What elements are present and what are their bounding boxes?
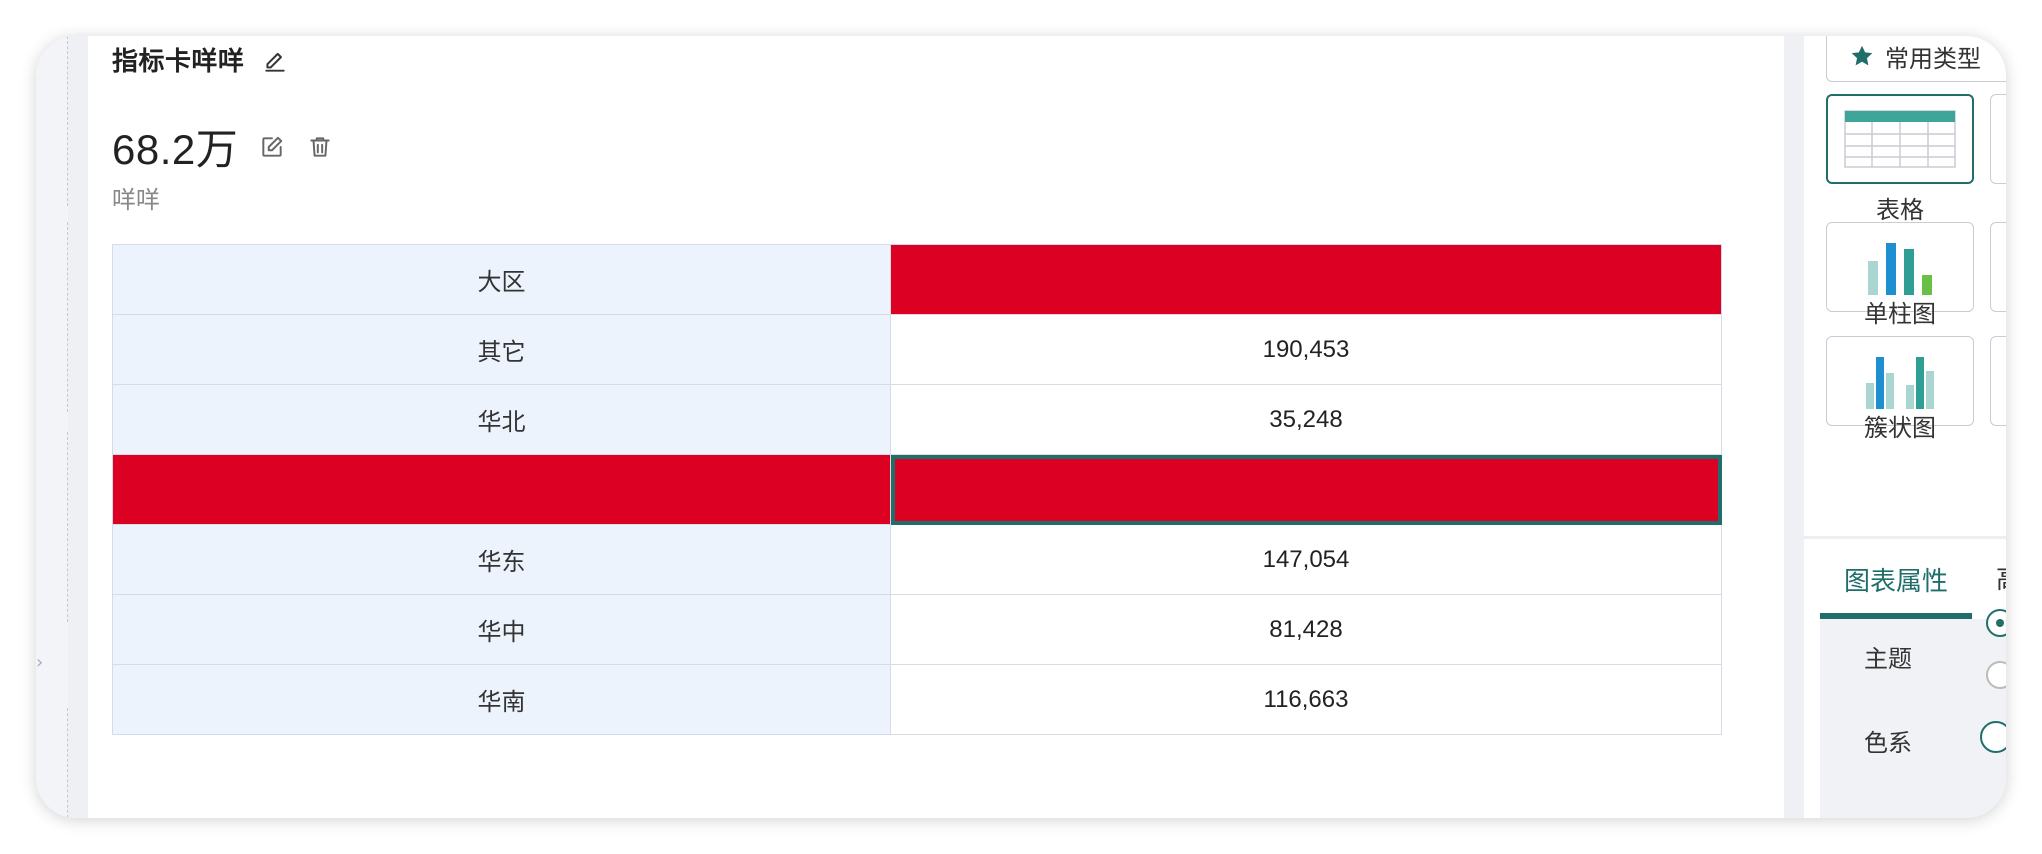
- chart-tile-multiline[interactable]: [1990, 336, 2006, 426]
- chart-tile-clustered[interactable]: [1826, 336, 1974, 426]
- clustered-bar-icon: [1866, 357, 1934, 409]
- panel-divider: [1784, 36, 1804, 818]
- tile-label-hbar: 单: [1990, 294, 2006, 329]
- edit-metric-icon[interactable]: [258, 133, 286, 161]
- table-icon: [1844, 110, 1956, 168]
- color-scheme-radio[interactable]: [1980, 721, 2006, 753]
- app-window: › 指标卡咩咩 68.2万 咩咩: [36, 36, 2006, 818]
- metric-row: 68.2万: [112, 116, 334, 177]
- theme-label: 主题: [1864, 645, 1912, 673]
- value-cell[interactable]: 35,248: [890, 384, 1722, 455]
- card-title: 指标卡咩咩: [112, 40, 289, 84]
- value-cell[interactable]: 116,663: [890, 664, 1722, 735]
- chart-tile-table[interactable]: [1826, 94, 1974, 184]
- outline-dash: [48, 708, 68, 818]
- property-tabs: 图表属性 高: [1804, 539, 2006, 619]
- star-icon: [1851, 45, 1873, 66]
- chart-tile-bar[interactable]: [1826, 222, 1974, 312]
- metric-subtitle: 咩咩: [112, 186, 160, 214]
- property-form: 主题 色系: [1820, 609, 2006, 818]
- tile-label-clustered: 簇状图: [1864, 414, 1936, 442]
- metric-value: 68.2万: [112, 126, 239, 173]
- table-row: [112, 454, 1722, 525]
- table-row: 华中 81,428: [112, 594, 1722, 665]
- tab-advanced[interactable]: 高: [1996, 559, 2006, 596]
- table-row: 华南 116,663: [112, 664, 1722, 735]
- region-cell[interactable]: 华中: [112, 594, 891, 665]
- table-row: 华北 35,248: [112, 384, 1722, 455]
- value-cell[interactable]: [890, 244, 1722, 315]
- region-cell[interactable]: 华东: [112, 524, 891, 595]
- region-table: 大区 其它 190,453 华北 35,248 华东 147,054 华中 81,428 华南 11…: [112, 244, 1722, 735]
- table-row: 其它 190,453: [112, 314, 1722, 385]
- delete-metric-icon[interactable]: [306, 133, 334, 161]
- region-cell[interactable]: [112, 454, 891, 525]
- value-cell[interactable]: 81,428: [890, 594, 1722, 665]
- common-types-label: 常用类型: [1885, 44, 1981, 73]
- bar-chart-icon: [1868, 243, 1932, 295]
- region-cell[interactable]: 其它: [112, 314, 891, 385]
- tile-label-indicator: 指: [1990, 190, 2006, 225]
- tab-active-indicator: [1820, 613, 1972, 619]
- outline-dash: [48, 36, 68, 206]
- tile-label-bar: 单柱图: [1864, 300, 1936, 328]
- region-cell[interactable]: 大区: [112, 244, 891, 315]
- value-cell[interactable]: [890, 454, 1722, 525]
- outline-dash: [48, 432, 68, 622]
- color-scheme-label: 色系: [1864, 729, 1912, 757]
- edit-title-icon[interactable]: [261, 48, 289, 76]
- chart-tile-hbar[interactable]: [1990, 222, 2006, 312]
- canvas-gutter: [68, 36, 88, 818]
- value-cell[interactable]: 147,054: [890, 524, 1722, 595]
- chevron-right-icon[interactable]: ›: [36, 652, 44, 673]
- theme-radio-1[interactable]: [1986, 609, 2006, 637]
- table-row: 华东 147,054: [112, 524, 1722, 595]
- theme-radio-2[interactable]: [1986, 661, 2006, 689]
- chart-tile-indicator[interactable]: [1990, 94, 2006, 184]
- common-types-button[interactable]: 常用类型: [1826, 36, 2006, 82]
- chart-type-panel: 常用类型 表格 指: [1804, 36, 2006, 818]
- region-cell[interactable]: 华南: [112, 664, 891, 735]
- left-outline-strip: ›: [36, 36, 68, 818]
- value-cell[interactable]: 190,453: [890, 314, 1722, 385]
- report-canvas: 指标卡咩咩 68.2万 咩咩 大区 其它 190,453 华北 35,24: [88, 36, 1784, 818]
- table-row: 大区: [112, 244, 1722, 315]
- tab-chart-properties[interactable]: 图表属性: [1843, 566, 1948, 597]
- region-cell[interactable]: 华北: [112, 384, 891, 455]
- tile-label-multiline: 多: [1990, 408, 2006, 443]
- tile-label-table: 表格: [1876, 196, 1924, 224]
- outline-dash: [48, 222, 68, 412]
- card-title-text: 指标卡咩咩: [112, 47, 245, 77]
- panel-separator: [1804, 536, 2006, 539]
